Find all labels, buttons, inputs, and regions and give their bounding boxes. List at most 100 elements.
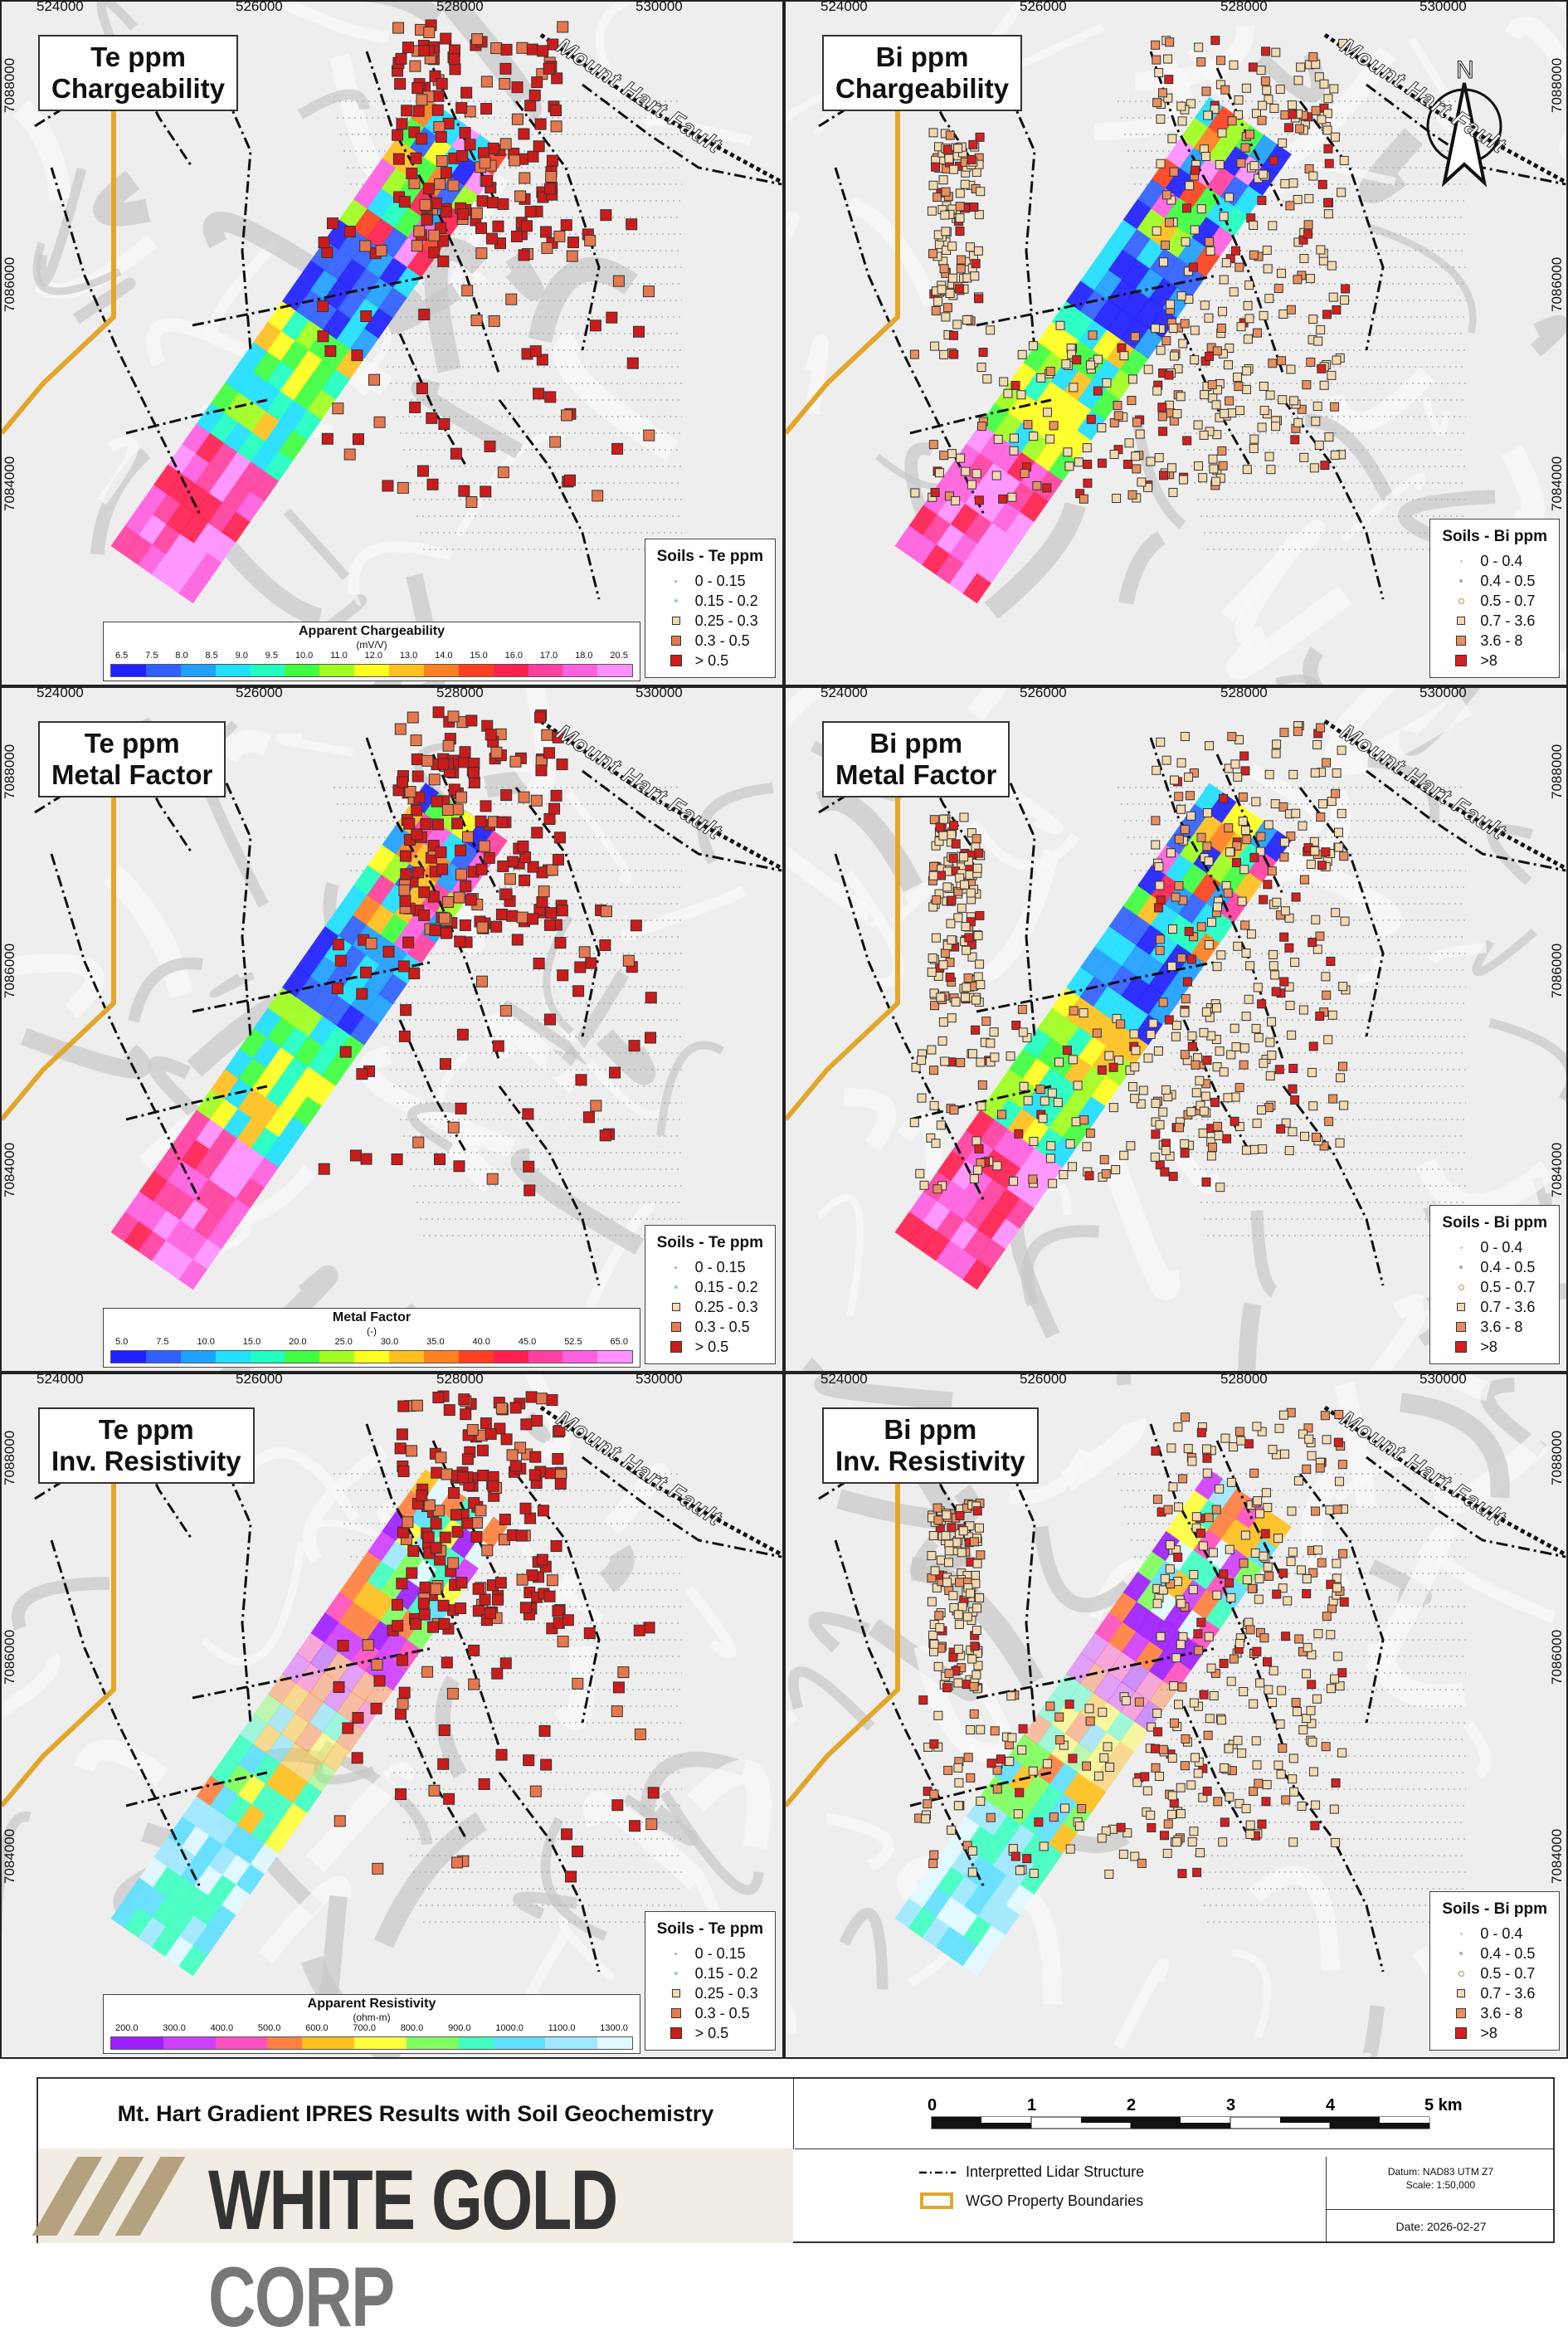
- soil-sample: [1206, 1151, 1216, 1161]
- x-tick-label: 524000: [37, 685, 84, 700]
- soil-sample: [1272, 1589, 1282, 1599]
- ip-cell: [307, 388, 337, 421]
- ip-cell: [1091, 1075, 1121, 1107]
- soil-sample: [321, 246, 334, 258]
- soil-sample: [372, 1862, 384, 1875]
- soil-sample: [475, 247, 488, 260]
- soil-sample: [1255, 1509, 1265, 1519]
- soil-sample: [404, 786, 416, 798]
- soil-sample: [928, 871, 938, 880]
- ip-cell: [991, 1188, 1021, 1220]
- soil-sample: [1230, 1092, 1240, 1102]
- soil-sample: [544, 391, 557, 403]
- ip-cell: [1051, 1703, 1081, 1734]
- soil-sample: [402, 41, 414, 54]
- soil-sample: [600, 905, 612, 918]
- soil-sample: [1215, 1484, 1225, 1494]
- soil-sample: [551, 72, 563, 85]
- soil-sample: [1176, 758, 1186, 768]
- soil-sample: [964, 933, 974, 943]
- hillshade-ridge: [505, 251, 544, 301]
- soil-sample: [1013, 1809, 1023, 1819]
- soil-sample: [1167, 1753, 1177, 1763]
- colorbar-tick: 5.0: [115, 1337, 129, 1347]
- legend-label: 3.6 - 8: [1480, 632, 1523, 649]
- soil-sample: [1229, 60, 1239, 70]
- ip-cell: [352, 1610, 382, 1642]
- soil-sample: [1271, 47, 1281, 57]
- soil-sample: [396, 1428, 408, 1441]
- soil-sample: [456, 1028, 469, 1041]
- ip-cell: [253, 1693, 283, 1725]
- ip-cell: [1007, 422, 1037, 453]
- legend-symbol: [657, 1341, 695, 1353]
- ip-cell: [239, 341, 269, 373]
- hillshade-ridge: [1275, 674, 1320, 685]
- ip-cell: [124, 504, 154, 536]
- soil-sample: [1163, 1819, 1173, 1829]
- soil-sample: [1176, 291, 1186, 301]
- soil-sample: [1293, 417, 1303, 427]
- soil-sample: [1307, 1680, 1317, 1690]
- ip-cell: [1122, 1571, 1152, 1602]
- soil-sample: [1319, 79, 1329, 89]
- soil-sample: [1337, 1460, 1347, 1470]
- soil-sample: [1284, 982, 1294, 992]
- soil-sample: [520, 220, 533, 232]
- soil-sample: [611, 1705, 623, 1718]
- soil-sample: [945, 130, 955, 140]
- soil-sample: [930, 1001, 940, 1011]
- ip-cell: [1094, 239, 1124, 271]
- hillshade-ridge: [786, 845, 884, 929]
- soil-sample: [1233, 1735, 1243, 1745]
- ip-cell: [336, 318, 366, 349]
- soil-sample: [1176, 1783, 1186, 1792]
- soil-sample: [930, 487, 940, 497]
- lidar-structure-line: [192, 1646, 434, 1700]
- ip-cell: [1108, 934, 1137, 967]
- ip-cell: [382, 137, 411, 169]
- soil-sample: [1138, 1085, 1148, 1095]
- soil-sample: [941, 1531, 951, 1541]
- ip-cell: [264, 1136, 294, 1168]
- ip-cell: [167, 1159, 197, 1191]
- soil-sample: [438, 1724, 450, 1736]
- ip-cell: [353, 894, 382, 926]
- lidar-structure-line: [398, 1019, 468, 1153]
- ip-cell: [279, 1772, 309, 1804]
- soil-sample: [434, 178, 446, 190]
- soil-sample: [1193, 461, 1203, 471]
- lidar-structure-line: [50, 167, 202, 517]
- soil-sample: [461, 831, 474, 843]
- soil-sample: [1227, 116, 1237, 126]
- soil-sample: [572, 1677, 584, 1690]
- soil-sample: [962, 315, 971, 324]
- hillshade-ridge: [1248, 765, 1327, 836]
- soil-sample: [1339, 1597, 1349, 1607]
- ip-cell: [1180, 1490, 1210, 1521]
- soil-sample: [1069, 1006, 1079, 1016]
- soil-sample: [1257, 422, 1267, 432]
- soil-sample: [957, 255, 967, 265]
- soil-sample: [1312, 402, 1322, 412]
- panel-title-layer: Chargeability: [51, 73, 226, 104]
- colorbar-ramp: [110, 664, 633, 677]
- soil-sample: [1236, 322, 1246, 332]
- soil-sample: [611, 442, 624, 455]
- x-tick-label: 524000: [821, 0, 868, 14]
- soil-sample: [969, 1709, 979, 1719]
- soil-sample: [1143, 1053, 1153, 1063]
- soil-sample: [1332, 305, 1342, 315]
- ip-cell: [222, 1168, 251, 1199]
- colorbar-tick: 9.5: [265, 651, 278, 661]
- panel-title-element: Bi ppm: [869, 728, 963, 758]
- soil-sample: [1176, 1809, 1186, 1819]
- soil-sample: [584, 234, 597, 246]
- lidar-structure-line: [125, 398, 268, 435]
- soil-sample: [409, 401, 421, 413]
- soil-sample: [1045, 367, 1055, 377]
- ip-cell: [365, 963, 394, 995]
- soil-sample: [931, 162, 941, 172]
- soil-sample: [971, 1670, 981, 1680]
- y-tick-label: 7088000: [2, 1430, 17, 1485]
